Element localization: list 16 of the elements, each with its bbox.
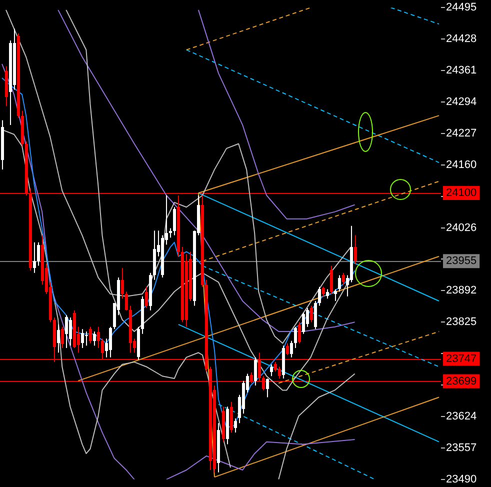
- y-tick-label: 24361: [446, 64, 477, 77]
- y-tick-label: 23624: [446, 410, 477, 423]
- ref-line-label: 23955: [446, 255, 477, 268]
- y-tick-label: 23825: [446, 316, 477, 328]
- y-tick-label: 24294: [446, 96, 477, 108]
- y-tick-label: 24495: [446, 2, 477, 14]
- y-tick-label: 23490: [446, 473, 477, 486]
- ref-line-label: 23699: [446, 375, 477, 388]
- y-tick-label: 24428: [446, 33, 477, 46]
- y-tick-label: 24227: [446, 127, 477, 140]
- y-tick-label: 23892: [446, 284, 477, 297]
- y-tick-label: 24026: [446, 222, 477, 234]
- ref-line-label: 23747: [446, 352, 477, 365]
- y-tick-label: 24160: [446, 158, 477, 171]
- y-tick-label: 23557: [446, 442, 477, 454]
- ref-line-label: 24100: [446, 187, 477, 200]
